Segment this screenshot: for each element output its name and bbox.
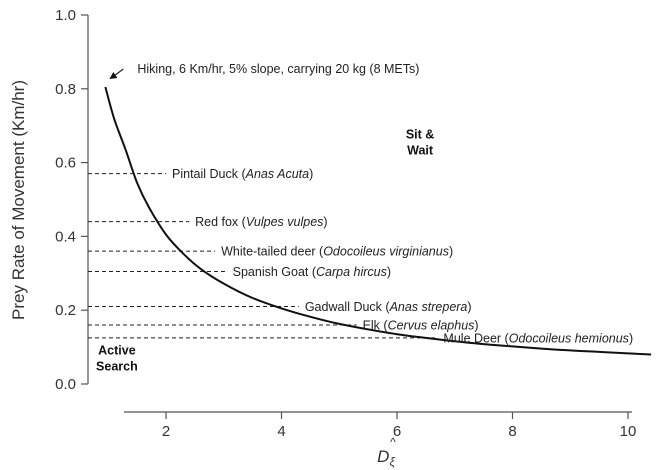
x-axis-title-base: D — [377, 447, 389, 466]
x-tick-label: 8 — [508, 423, 516, 440]
species-common-name: Pintail Duck ( — [172, 167, 246, 181]
y-axis-title: Prey Rate of Movement (Km/hr) — [9, 80, 28, 320]
species-label: Red fox (Vulpes vulpes) — [195, 215, 328, 229]
y-tick-label: 0.8 — [55, 81, 76, 98]
species-common-name: Red fox ( — [195, 215, 247, 229]
species-common-name: Spanish Goat ( — [233, 265, 317, 279]
movement-curve — [104, 86, 652, 356]
x-tick-label: 6 — [393, 423, 401, 440]
species-paren-close: ) — [449, 245, 453, 259]
y-tick-label: 0.6 — [55, 155, 76, 172]
region-label-line1: Active — [98, 343, 136, 357]
species-common-name: Elk ( — [363, 318, 389, 332]
x-axis-title-hat: ^ — [390, 435, 396, 449]
species-latin-name: Vulpes vulpes — [246, 215, 324, 229]
species-paren-close: ) — [467, 300, 471, 314]
y-tick-label: 1.0 — [55, 7, 76, 24]
species-label: White-tailed deer (Odocoileus virginianu… — [221, 245, 453, 259]
region-label-line2: Search — [96, 359, 138, 373]
axes: 0.0 0.2 0.4 0.6 0.8 1.0 2 4 6 8 10 — [55, 7, 636, 440]
x-tick-label: 10 — [620, 423, 637, 440]
species-label: Mule Deer (Odocoileus hemionus) — [443, 331, 633, 345]
x-tick-label: 4 — [277, 423, 285, 440]
species-latin-name: Carpa hircus — [316, 265, 387, 279]
species-latin-name: Anas strepera — [389, 300, 468, 314]
species-paren-close: ) — [629, 331, 633, 345]
species-paren-close: ) — [323, 215, 327, 229]
species-label: Elk (Cervus elaphus) — [363, 318, 479, 332]
x-axis-title: Dξ — [377, 447, 395, 469]
annotation-arrow-head — [109, 71, 118, 79]
species-paren-close: ) — [309, 167, 313, 181]
species-reference-lines — [88, 173, 438, 339]
species-label: Spanish Goat (Carpa hircus) — [233, 265, 391, 279]
species-latin-name: Cervus elaphus — [388, 318, 475, 332]
species-label: Pintail Duck (Anas Acuta) — [172, 167, 313, 181]
species-latin-name: Odocoileus hemionus — [509, 331, 629, 345]
region-label-line2: Wait — [407, 144, 434, 158]
species-common-name: Mule Deer ( — [443, 331, 509, 345]
top-annotation-text: Hiking, 6 Km/hr, 5% slope, carrying 20 k… — [137, 62, 419, 76]
x-axis-title-sub: ξ — [389, 455, 395, 469]
species-latin-name: Odocoileus virginianus — [323, 245, 449, 259]
species-paren-close: ) — [474, 318, 478, 332]
species-label: Gadwall Duck (Anas strepera) — [305, 300, 472, 314]
y-tick-label: 0.2 — [55, 302, 76, 319]
region-label-line1: Sit & — [406, 128, 434, 142]
species-common-name: Gadwall Duck ( — [305, 300, 391, 314]
annotation-labels: Pintail Duck (Anas Acuta)Red fox (Vulpes… — [96, 62, 633, 374]
y-tick-label: 0.0 — [55, 376, 76, 393]
y-tick-label: 0.4 — [55, 228, 76, 245]
curve-line — [104, 86, 652, 356]
species-latin-name: Anas Acuta — [245, 167, 310, 181]
x-tick-label: 2 — [162, 423, 170, 440]
species-paren-close: ) — [387, 265, 391, 279]
species-common-name: White-tailed deer ( — [221, 245, 324, 259]
